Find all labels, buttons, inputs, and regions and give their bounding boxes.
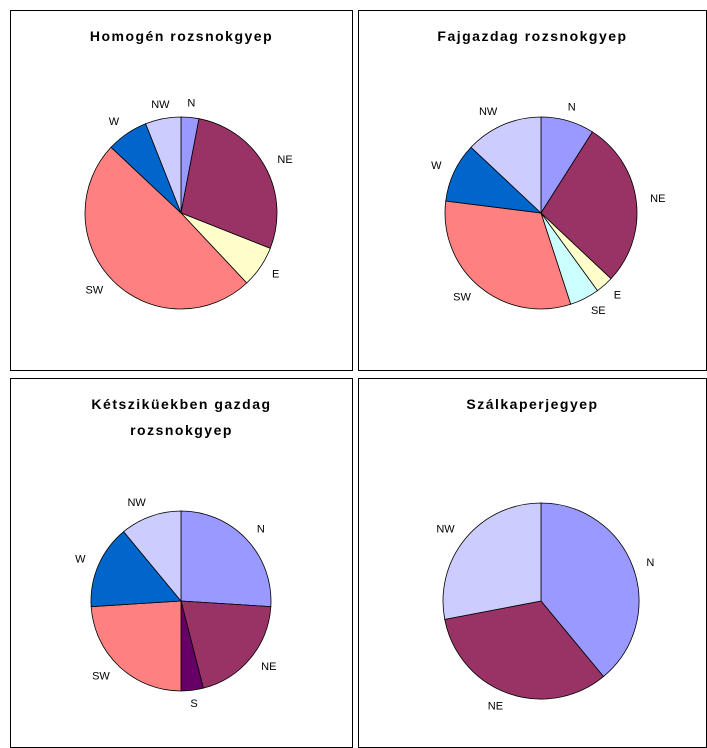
slice-label: NW (436, 524, 455, 536)
slice-label: NW (127, 497, 146, 509)
pie-slice (90, 531, 182, 608)
slice-label: NW (151, 99, 170, 111)
pie-slice (444, 600, 605, 700)
chart-title: Fajgazdag rozsnokgyep (437, 28, 628, 44)
pie-chart: N NE NW (436, 502, 654, 712)
slice-label: N (646, 557, 654, 569)
slice-label: SW (453, 292, 471, 304)
pie-slice (180, 600, 272, 689)
slice-label: NE (488, 700, 503, 712)
chart-panel: N NE S SW W NW Kétsziküekben gazdag rozsnokgye… (10, 378, 353, 748)
pie-slice (123, 510, 182, 603)
chart-title: Kétsziküekben gazdag rozsnokgyep (91, 396, 272, 438)
chart-title: Szálkaperjegyep (466, 396, 599, 412)
pie-slice (180, 510, 272, 608)
chart-panel: N NE NW Szálkaperjegyep (358, 378, 707, 748)
pie-slice (470, 116, 542, 214)
slice-label: N (187, 97, 195, 109)
pie-slice (180, 118, 278, 249)
pie-slice (84, 146, 248, 310)
slice-label: NE (650, 193, 665, 205)
slice-label: SW (85, 285, 103, 297)
pie-slice (444, 200, 572, 310)
slice-label: W (109, 116, 120, 128)
pie-slice (145, 116, 182, 214)
pie-slice (90, 600, 182, 692)
slice-label: S (190, 698, 197, 710)
slice-label: NE (277, 154, 292, 166)
slice-label: SW (92, 671, 110, 683)
slice-label: NE (261, 661, 276, 673)
chart-panel: N NE E SE SW W NW Fajgazdag rozsnokgyep (358, 10, 707, 371)
slice-label: W (75, 554, 86, 566)
pie-chart: N NE E SW W NW (84, 97, 293, 310)
pie-slice (442, 502, 542, 620)
slice-label: W (431, 160, 442, 172)
pie-chart: N NE E SE SW W NW (431, 101, 665, 317)
chart-panel: N NE E SW W NW Homogén rozsnokgyep (10, 10, 353, 371)
pie-slice (540, 502, 640, 678)
pie-chart: N NE S SW W NW (75, 497, 276, 710)
slice-label: N (257, 524, 265, 536)
pie-slice (540, 131, 638, 280)
slice-label: E (614, 289, 621, 301)
chart-title: Homogén rozsnokgyep (89, 28, 274, 44)
slice-label: SE (591, 305, 606, 317)
slice-label: NW (479, 106, 498, 118)
slice-label: E (272, 269, 279, 281)
slice-label: N (568, 101, 576, 113)
